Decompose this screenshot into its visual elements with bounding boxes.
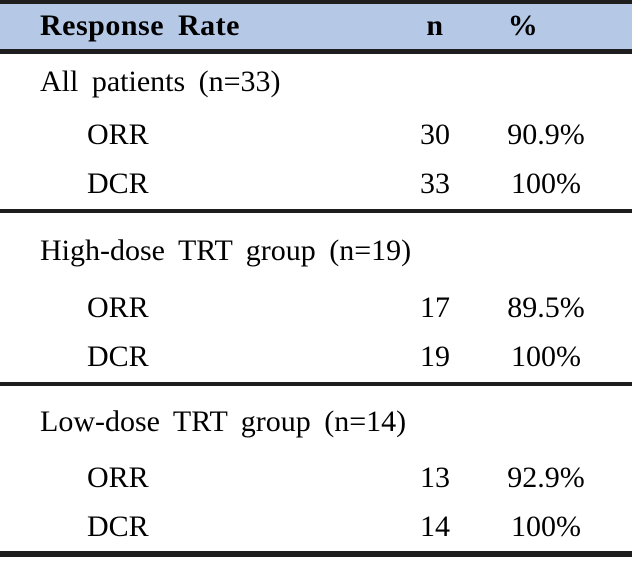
value-percent: 100% xyxy=(490,159,632,213)
response-rate-table: Response Rate n % All patients (n=33) OR… xyxy=(0,0,632,557)
table-row-high-orr: ORR 17 89.5% xyxy=(0,283,632,333)
table-row-all-dcr: DCR 33 100% xyxy=(0,159,632,213)
row-label-orr: ORR xyxy=(87,117,149,151)
table-row-high-dcr: DCR 19 100% xyxy=(0,332,632,386)
value-n: 30 xyxy=(420,117,450,151)
value-percent: 100% xyxy=(490,332,632,386)
value-n: 19 xyxy=(380,332,490,386)
value-n: 13 xyxy=(420,460,450,494)
value-percent: 100% xyxy=(511,509,581,543)
value-n: 14 xyxy=(420,509,450,543)
column-header-percent: % xyxy=(490,2,632,54)
value-percent: 89.5% xyxy=(507,290,585,324)
row-label-dcr: DCR xyxy=(0,159,380,213)
value-n: 17 xyxy=(420,290,450,324)
row-label-orr: ORR xyxy=(87,290,149,324)
table-header-row: Response Rate n % xyxy=(0,2,632,54)
column-header-n: n xyxy=(380,2,490,54)
group-label-low-dose: Low-dose TRT group (n=14) xyxy=(0,384,632,453)
row-label-dcr: DCR xyxy=(0,332,380,386)
group-label-text: High-dose TRT group (n=19) xyxy=(40,233,412,267)
value-percent: 90.9% xyxy=(507,117,585,151)
group-label-text: All patients (n=33) xyxy=(40,64,281,98)
group-label-all-patients: All patients (n=33) xyxy=(0,51,632,110)
table-row-low-orr: ORR 13 92.9% xyxy=(0,453,632,503)
value-percent: 92.9% xyxy=(507,460,585,494)
table-row-low-dcr: DCR 14 100% xyxy=(0,503,632,554)
table-row-all-orr: ORR 30 90.9% xyxy=(0,110,632,160)
column-header-response-rate: Response Rate xyxy=(0,2,380,54)
row-label-orr: ORR xyxy=(87,460,149,494)
row-label-dcr: DCR xyxy=(87,509,149,543)
group-label-high-dose: High-dose TRT group (n=19) xyxy=(0,211,632,283)
value-n: 33 xyxy=(380,159,490,213)
group-label-text: Low-dose TRT group (n=14) xyxy=(40,404,407,438)
